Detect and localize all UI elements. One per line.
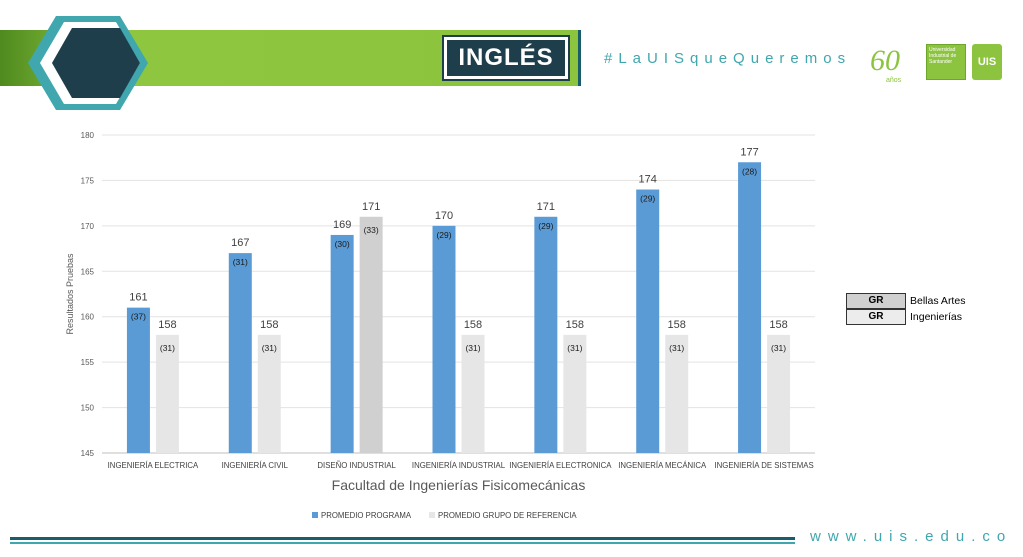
bar-promedio-programa: [126, 307, 150, 453]
data-label-value: 158: [769, 319, 787, 331]
x-tick-label: INGENIERÍA ELECTRICA: [108, 461, 199, 470]
data-label-value: 158: [464, 319, 482, 331]
reference-label: Bellas Artes: [910, 295, 966, 307]
x-tick-label: DISEÑO INDUSTRIAL: [317, 461, 396, 470]
data-label-count: (31): [233, 257, 248, 267]
reference-group-legend: GR Bellas Artes GR Ingenierías: [846, 293, 965, 325]
hashtag-text: #LaUISqueQueremos: [604, 50, 852, 67]
data-label-value: 171: [537, 201, 555, 213]
data-label-value: 161: [129, 292, 147, 304]
reference-legend-row: GR Bellas Artes: [846, 293, 965, 309]
data-label-count: (28): [742, 166, 757, 176]
data-label-value: 177: [740, 146, 758, 158]
legend-label: PROMEDIO GRUPO DE REFERENCIA: [438, 511, 577, 520]
data-label-value: 167: [231, 237, 249, 249]
hexagon-emblem-icon: [28, 16, 148, 110]
data-label-count: (29): [436, 230, 451, 240]
data-label-count: (29): [538, 221, 553, 231]
y-axis-label: Resultados Pruebas: [65, 253, 75, 335]
data-label-count: (33): [364, 225, 379, 235]
svg-text:años: años: [886, 77, 902, 84]
data-labels: 161 (37) 158 (31) 167 (31) 158 (31) 169 (30) 171 (3…: [129, 146, 788, 353]
bar-promedio-referencia: [563, 334, 587, 453]
x-tick-label: INGENIERÍA DE SISTEMAS: [714, 461, 813, 470]
bars: [126, 162, 791, 453]
x-tick-label: INGENIERÍA INDUSTRIAL: [412, 461, 506, 470]
data-label-count: (31): [669, 343, 684, 353]
y-tick-label: 175: [81, 176, 95, 185]
bar-promedio-programa: [432, 225, 456, 453]
logo-group: 60 años Universidad Industrial de Santan…: [866, 40, 1016, 88]
uis-shield-icon: UIS: [972, 44, 1002, 80]
data-label-count: (37): [131, 312, 146, 322]
data-label-value: 174: [639, 174, 657, 186]
x-tick-label: INGENIERÍA ELECTRONICA: [509, 461, 612, 470]
bar-promedio-programa: [636, 189, 660, 453]
data-label-count: (31): [465, 343, 480, 353]
x-tick-label: INGENIERÍA CIVIL: [222, 461, 289, 470]
data-label-value: 169: [333, 219, 351, 231]
chart-legend: PROMEDIO PROGRAMA PROMEDIO GRUPO DE REFER…: [312, 511, 577, 520]
x-tick-label: INGENIERÍA MECÁNICA: [618, 461, 707, 470]
grid-lines: [102, 134, 815, 454]
bar-promedio-programa: [330, 234, 354, 453]
bar-promedio-referencia: [359, 216, 383, 453]
y-tick-label: 180: [81, 131, 95, 140]
reference-key: GR: [846, 293, 906, 309]
bar-promedio-referencia: [767, 334, 791, 453]
data-label-count: (30): [335, 239, 350, 249]
footer-divider-accent: [10, 542, 795, 544]
reference-key: GR: [846, 309, 906, 325]
y-tick-label: 155: [81, 358, 95, 367]
y-tick-label: 160: [81, 313, 95, 322]
university-logo: Universidad Industrial de Santander: [926, 44, 966, 80]
legend-swatch-referencia: [429, 512, 435, 518]
page-title: INGLÉS: [442, 35, 570, 81]
data-label-count: (31): [771, 343, 786, 353]
legend-label: PROMEDIO PROGRAMA: [321, 511, 412, 520]
x-axis-label: Facultad de Ingenierías Fisicomecánicas: [332, 477, 586, 493]
bar-promedio-programa: [534, 216, 558, 453]
axis-labels: 145 150 155 160 165 170 175 180 Resultados Prueb…: [65, 131, 814, 493]
data-label-value: 170: [435, 210, 453, 222]
anniversary-badge-icon: 60 años: [870, 44, 902, 84]
data-label-value: 171: [362, 201, 380, 213]
data-label-value: 158: [668, 319, 686, 331]
footer-divider: [10, 537, 795, 540]
data-label-value: 158: [566, 319, 584, 331]
bar-promedio-programa: [738, 162, 762, 453]
reference-legend-row: GR Ingenierías: [846, 309, 965, 325]
data-label-value: 158: [158, 319, 176, 331]
header-divider: [578, 30, 581, 86]
bar-promedio-programa: [228, 253, 252, 453]
bar-promedio-referencia: [257, 334, 281, 453]
bar-promedio-referencia: [461, 334, 485, 453]
data-label-count: (31): [160, 343, 175, 353]
data-label-count: (29): [640, 194, 655, 204]
bar-promedio-referencia: [155, 334, 179, 453]
y-tick-label: 150: [81, 404, 95, 413]
footer-url[interactable]: www.uis.edu.co: [810, 528, 1013, 545]
bar-promedio-referencia: [665, 334, 689, 453]
legend-swatch-programa: [312, 512, 318, 518]
data-label-count: (31): [262, 343, 277, 353]
data-label-count: (31): [567, 343, 582, 353]
y-tick-label: 165: [81, 267, 95, 276]
y-tick-label: 170: [81, 222, 95, 231]
y-tick-label: 145: [81, 449, 95, 458]
data-label-value: 158: [260, 319, 278, 331]
reference-label: Ingenierías: [910, 311, 962, 323]
svg-text:60: 60: [870, 44, 900, 77]
